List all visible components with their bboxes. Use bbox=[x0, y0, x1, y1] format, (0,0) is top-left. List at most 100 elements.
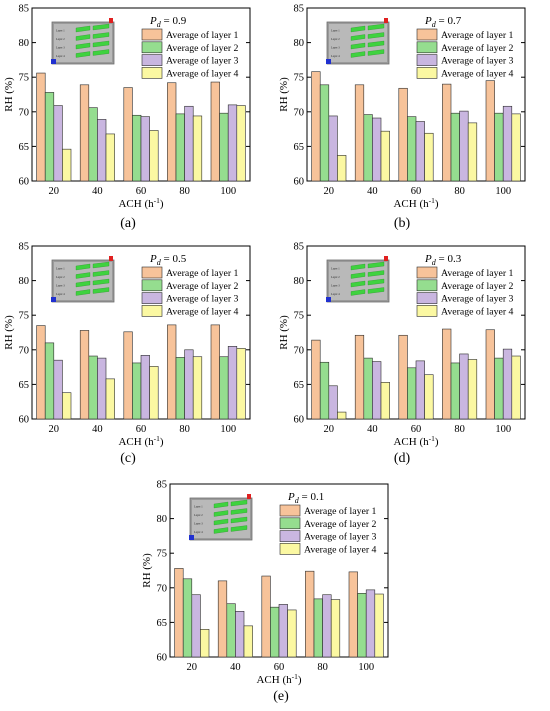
bar bbox=[167, 82, 177, 182]
bar bbox=[450, 362, 460, 420]
y-axis-label: RH (%) bbox=[278, 77, 290, 112]
x-tick-label: 80 bbox=[179, 424, 190, 435]
y-tick-label: 65 bbox=[157, 618, 168, 629]
y-tick-label: 75 bbox=[19, 73, 30, 84]
y-axis-label: RH (%) bbox=[3, 315, 15, 350]
inset-shelf-icon bbox=[367, 270, 385, 277]
inset-layer-label: Layer 3 bbox=[331, 285, 340, 288]
bar bbox=[319, 84, 330, 182]
bar bbox=[270, 606, 280, 658]
legend-swatch bbox=[279, 504, 301, 517]
x-tick-label: 20 bbox=[49, 424, 60, 435]
bar bbox=[374, 593, 384, 658]
bar bbox=[182, 578, 193, 658]
inset-shelf-icon bbox=[367, 23, 385, 31]
legend-swatch bbox=[279, 543, 301, 555]
y-tick-label: 80 bbox=[157, 514, 168, 525]
bar bbox=[149, 366, 159, 420]
inset-shelf-icon bbox=[367, 287, 385, 294]
bar bbox=[287, 609, 297, 658]
chart-panel: 60 65 70 75 80 85 20 40 60 80 100 ACH (h-1) RH (%) Pd… bbox=[278, 4, 526, 231]
bar bbox=[398, 87, 408, 182]
inset-shelf-icon bbox=[92, 23, 110, 31]
legend-swatch bbox=[141, 292, 163, 304]
legend-label: Average of layer 4 bbox=[441, 306, 514, 317]
y-axis-label: RH (%) bbox=[141, 553, 153, 588]
bar bbox=[311, 71, 321, 182]
bar bbox=[149, 130, 159, 182]
bar bbox=[415, 360, 425, 420]
bar bbox=[97, 357, 107, 420]
bar bbox=[502, 348, 513, 420]
bar bbox=[200, 629, 210, 658]
inset-shelf-icon bbox=[350, 272, 366, 279]
y-tick-label: 65 bbox=[294, 380, 305, 391]
bar bbox=[502, 105, 513, 182]
x-tick-label: 60 bbox=[136, 424, 147, 435]
y-tick-label: 65 bbox=[294, 142, 305, 153]
y-tick-label: 75 bbox=[19, 311, 30, 322]
bar bbox=[235, 611, 245, 658]
inset-layer-label: Layer 4 bbox=[194, 531, 203, 534]
inset-inlet-icon bbox=[326, 297, 331, 302]
bar bbox=[36, 72, 46, 182]
bar bbox=[459, 353, 469, 420]
inset-shelf-icon bbox=[92, 278, 110, 286]
bar bbox=[485, 329, 495, 420]
y-tick-label: 65 bbox=[19, 380, 30, 391]
legend-label: Average of layer 3 bbox=[166, 56, 239, 67]
chart-panel: 60 65 70 75 80 85 20 40 60 80 100 ACH (h-1) RH (%) Pd… bbox=[3, 242, 251, 466]
legend-label: Average of layer 4 bbox=[441, 68, 514, 79]
pd-annotation: Pd = 0.3 bbox=[424, 253, 462, 267]
bar bbox=[372, 117, 382, 182]
y-tick-label: 85 bbox=[19, 4, 30, 15]
bar bbox=[62, 148, 72, 182]
x-axis-label: ACH (h-1) bbox=[256, 672, 301, 686]
y-tick-label: 85 bbox=[294, 4, 305, 15]
inset-shelf-icon bbox=[213, 527, 229, 534]
inset-layer-label: Layer 3 bbox=[331, 47, 340, 50]
inset-shelf-icon bbox=[92, 287, 110, 294]
y-axis-label: RH (%) bbox=[3, 77, 15, 112]
inset-shelf-icon bbox=[230, 525, 248, 532]
inset-shelf-icon bbox=[350, 263, 366, 271]
inset-shelf-icon bbox=[92, 49, 110, 56]
inset-layer-label: Layer 4 bbox=[331, 55, 340, 58]
bar bbox=[217, 580, 228, 658]
bar bbox=[123, 87, 133, 182]
bar bbox=[132, 114, 142, 182]
bar bbox=[236, 105, 246, 182]
chart-panel: 60 65 70 75 80 85 20 40 60 80 100 ACH (h-1) RH (%) Pd… bbox=[3, 4, 251, 231]
legend-label: Average of layer 1 bbox=[304, 506, 377, 517]
bar bbox=[511, 355, 521, 420]
inset-shelf-icon bbox=[75, 51, 91, 58]
x-tick-label: 20 bbox=[324, 424, 335, 435]
inset-layer-label: Layer 4 bbox=[56, 293, 65, 296]
bar bbox=[175, 357, 185, 420]
x-tick-label: 60 bbox=[274, 662, 285, 673]
bar bbox=[219, 356, 229, 420]
y-tick-label: 60 bbox=[294, 177, 305, 188]
inset-layer-label: Layer 2 bbox=[56, 38, 65, 41]
inset-shelf-icon bbox=[92, 261, 110, 269]
bar bbox=[442, 328, 452, 420]
inset-layer-label: Layer 3 bbox=[56, 47, 65, 50]
inset-layer-label: Layer 2 bbox=[194, 514, 203, 517]
inset-outlet-icon bbox=[384, 256, 388, 261]
bar bbox=[494, 357, 504, 420]
bar bbox=[328, 385, 338, 420]
bar bbox=[372, 361, 382, 420]
pd-annotation: Pd = 0.7 bbox=[424, 15, 462, 29]
bar bbox=[424, 374, 434, 420]
bar bbox=[236, 348, 246, 420]
inset-layer-label: Layer 2 bbox=[331, 38, 340, 41]
legend-swatch bbox=[416, 305, 438, 317]
bar bbox=[243, 625, 253, 658]
inset-outlet-icon bbox=[109, 18, 113, 23]
inset-shelf-icon bbox=[75, 289, 91, 296]
y-tick-label: 70 bbox=[19, 107, 30, 118]
inset-shelf-icon bbox=[230, 516, 248, 524]
legend-label: Average of layer 2 bbox=[166, 281, 239, 292]
bar bbox=[305, 570, 315, 658]
legend-label: Average of layer 2 bbox=[304, 519, 377, 530]
